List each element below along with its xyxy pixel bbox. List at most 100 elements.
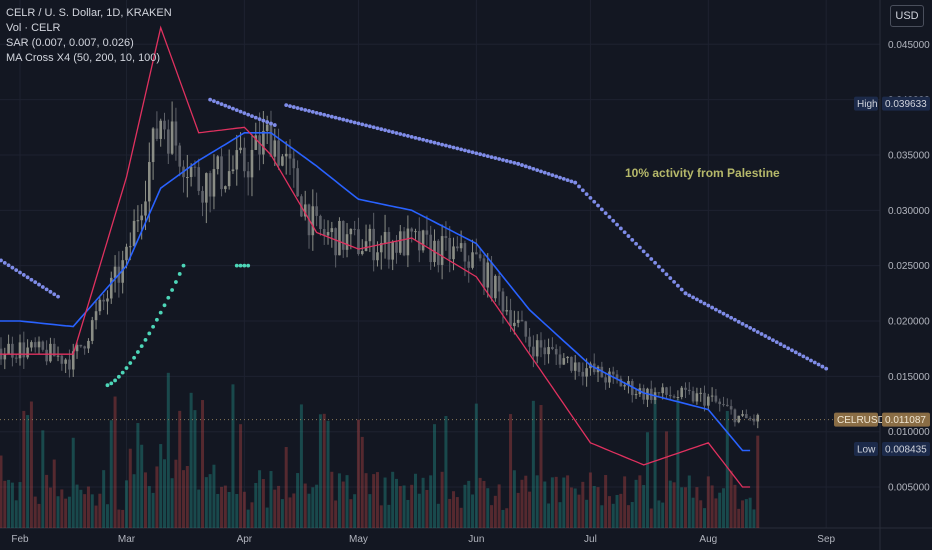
candle-body xyxy=(467,261,471,268)
volume-bar xyxy=(387,504,391,528)
candle-body xyxy=(170,121,174,154)
sar-dot xyxy=(337,116,342,121)
volume-bar xyxy=(334,500,338,528)
sar-dot xyxy=(33,280,38,285)
sar-dot xyxy=(383,128,387,133)
candle-body xyxy=(509,310,512,327)
sar-dot xyxy=(326,113,330,118)
sar-dot xyxy=(215,100,220,105)
volume-bar xyxy=(155,466,159,528)
volume-bar xyxy=(364,473,368,528)
candle-body xyxy=(608,371,611,383)
candle-body xyxy=(562,358,566,365)
volume-bar xyxy=(273,489,277,528)
sar-dot xyxy=(539,169,543,174)
sar-dot xyxy=(584,192,589,196)
volume-bar xyxy=(467,480,471,528)
volume-bar xyxy=(56,496,60,528)
candle-body xyxy=(494,275,497,299)
volume-bar xyxy=(535,475,539,528)
volume-bar xyxy=(48,487,52,528)
volume-bar xyxy=(75,484,79,528)
volume-bar xyxy=(436,503,440,528)
sar-dot xyxy=(37,282,41,287)
volume-bar xyxy=(733,484,737,528)
sar-dot xyxy=(352,120,357,125)
sar-dot xyxy=(364,123,368,128)
volume-bar xyxy=(242,491,246,528)
volume-bar xyxy=(3,480,7,528)
currency-button[interactable]: USD xyxy=(890,5,924,27)
candle-body xyxy=(368,228,372,242)
sar-dot xyxy=(447,144,452,149)
sar-dot xyxy=(466,149,471,154)
volume-bar xyxy=(676,399,680,528)
volume-bar xyxy=(699,500,703,528)
volume-bar xyxy=(284,447,288,528)
candle-body xyxy=(26,347,29,358)
candle-body xyxy=(83,346,86,349)
volume-bar xyxy=(509,414,513,528)
candle-body xyxy=(425,230,429,235)
candle-body xyxy=(505,310,509,312)
sar-dot xyxy=(588,196,593,200)
volume-bar xyxy=(29,401,33,528)
sar-dot xyxy=(345,118,349,123)
sar-dot xyxy=(314,110,319,115)
sar-dot xyxy=(44,287,49,292)
sar-dot xyxy=(824,366,829,371)
candle-body xyxy=(756,414,760,422)
sar-dot xyxy=(242,263,247,268)
candle-body xyxy=(269,124,273,157)
sar-dot xyxy=(675,283,680,288)
price-tick-label: 0.025000 xyxy=(888,261,930,272)
sar-dot xyxy=(546,171,551,176)
sar-dot xyxy=(375,126,380,131)
sar-dot xyxy=(702,301,707,306)
high-price-badge: High 0.039633 xyxy=(854,96,930,111)
ma-cross-indicator-label[interactable]: MA Cross X4 (50, 200, 10, 100) xyxy=(6,52,161,64)
candle-body xyxy=(627,381,630,386)
volume-bar xyxy=(14,500,18,528)
candle-body xyxy=(558,354,562,365)
sar-dot xyxy=(622,230,627,235)
low-badge-value-box xyxy=(882,442,930,457)
volume-bar xyxy=(124,480,128,528)
volume-bar xyxy=(326,420,330,528)
symbol-title[interactable]: CELR / U. S. Dollar, 1D, KRAKEN xyxy=(6,7,172,19)
volume-bar xyxy=(318,414,322,528)
candle-body xyxy=(501,291,505,312)
sar-dot xyxy=(459,147,464,152)
volume-bar xyxy=(429,475,433,528)
sar-dot xyxy=(158,310,163,315)
candle-body xyxy=(475,252,478,255)
candle-body xyxy=(429,234,433,263)
sar-dot xyxy=(212,99,216,104)
volume-bar xyxy=(197,489,201,528)
candle-body xyxy=(109,277,113,299)
sar-indicator-label[interactable]: SAR (0.007, 0.007, 0.026) xyxy=(6,37,134,49)
volume-bar xyxy=(261,479,265,528)
last-badge-label: CELRUSD xyxy=(837,415,885,426)
sar-dot xyxy=(474,151,479,156)
sar-dot xyxy=(40,285,45,289)
volume-bar xyxy=(303,483,307,528)
sar-dot xyxy=(398,132,403,136)
sar-dot xyxy=(166,295,171,300)
volume-bar xyxy=(752,509,756,528)
sar-dot xyxy=(752,328,756,332)
candle-body xyxy=(528,336,531,347)
volume-bar xyxy=(413,473,417,528)
candle-body xyxy=(482,258,486,288)
candle-body xyxy=(745,414,748,419)
candle-body xyxy=(220,156,223,190)
volume-indicator-label[interactable]: Vol · CELR xyxy=(6,22,61,34)
sar-dot xyxy=(405,134,410,138)
volume-bar xyxy=(604,475,608,528)
candle-body xyxy=(748,418,752,420)
volume-bar xyxy=(573,488,577,528)
candle-body xyxy=(566,356,569,359)
candle-body xyxy=(737,415,741,423)
price-tick-label: 0.005000 xyxy=(888,483,930,494)
